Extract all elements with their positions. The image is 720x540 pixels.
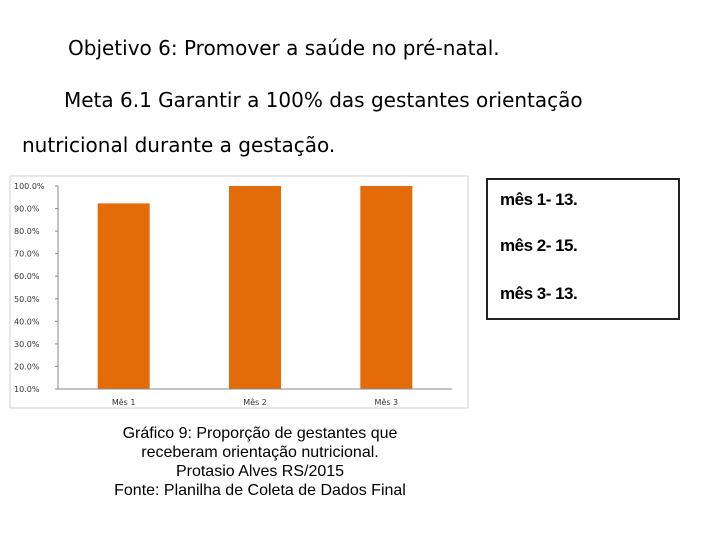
y-tick-label: 50.0%: [14, 295, 40, 304]
bar: [229, 186, 281, 389]
goal-heading-line1: Meta 6.1 Garantir a 100% das gestantes o…: [64, 88, 583, 112]
x-axis-ticks: Mês 1 Mês 2 Mês 3: [112, 397, 398, 407]
y-tick-label: 40.0%: [14, 317, 40, 326]
legend-box: mês 1- 13. mês 2- 15. mês 3- 13.: [486, 178, 680, 320]
y-tick-label: 90.0%: [14, 205, 40, 214]
bar: [360, 186, 413, 389]
y-axis-ticks: 10.0% 20.0% 30.0% 40.0% 50.0% 60.0% 70.0% 80.0%…: [14, 182, 58, 394]
y-tick-label: 20.0%: [14, 362, 40, 371]
bar: [97, 203, 150, 389]
x-tick-label: Mês 2: [243, 397, 267, 407]
caption-line: Protasio Alves RS/2015: [175, 463, 345, 480]
y-tick-label: 10.0%: [14, 385, 40, 394]
chart-caption: Gráfico 9: Proporção de gestantes que re…: [60, 424, 460, 500]
y-tick-label: 30.0%: [14, 340, 40, 349]
caption-line: Gráfico 9: Proporção de gestantes que: [122, 425, 398, 442]
caption-line: Fonte: Planilha de Coleta de Dados Final: [114, 482, 406, 499]
x-tick-label: Mês 1: [112, 397, 136, 407]
y-tick-label: 80.0%: [14, 227, 40, 236]
y-tick-label: 60.0%: [14, 272, 40, 281]
objective-heading: Objetivo 6: Promover a saúde no pré-nata…: [68, 36, 500, 60]
y-tick-label: 100.0%: [14, 182, 45, 191]
goal-heading-line2: nutricional durante a gestação.: [22, 133, 336, 157]
caption-line: receberam orientação nutricional.: [141, 444, 379, 461]
x-tick-label: Mês 3: [375, 397, 399, 407]
bars: [97, 186, 413, 389]
y-tick-label: 70.0%: [14, 250, 40, 259]
